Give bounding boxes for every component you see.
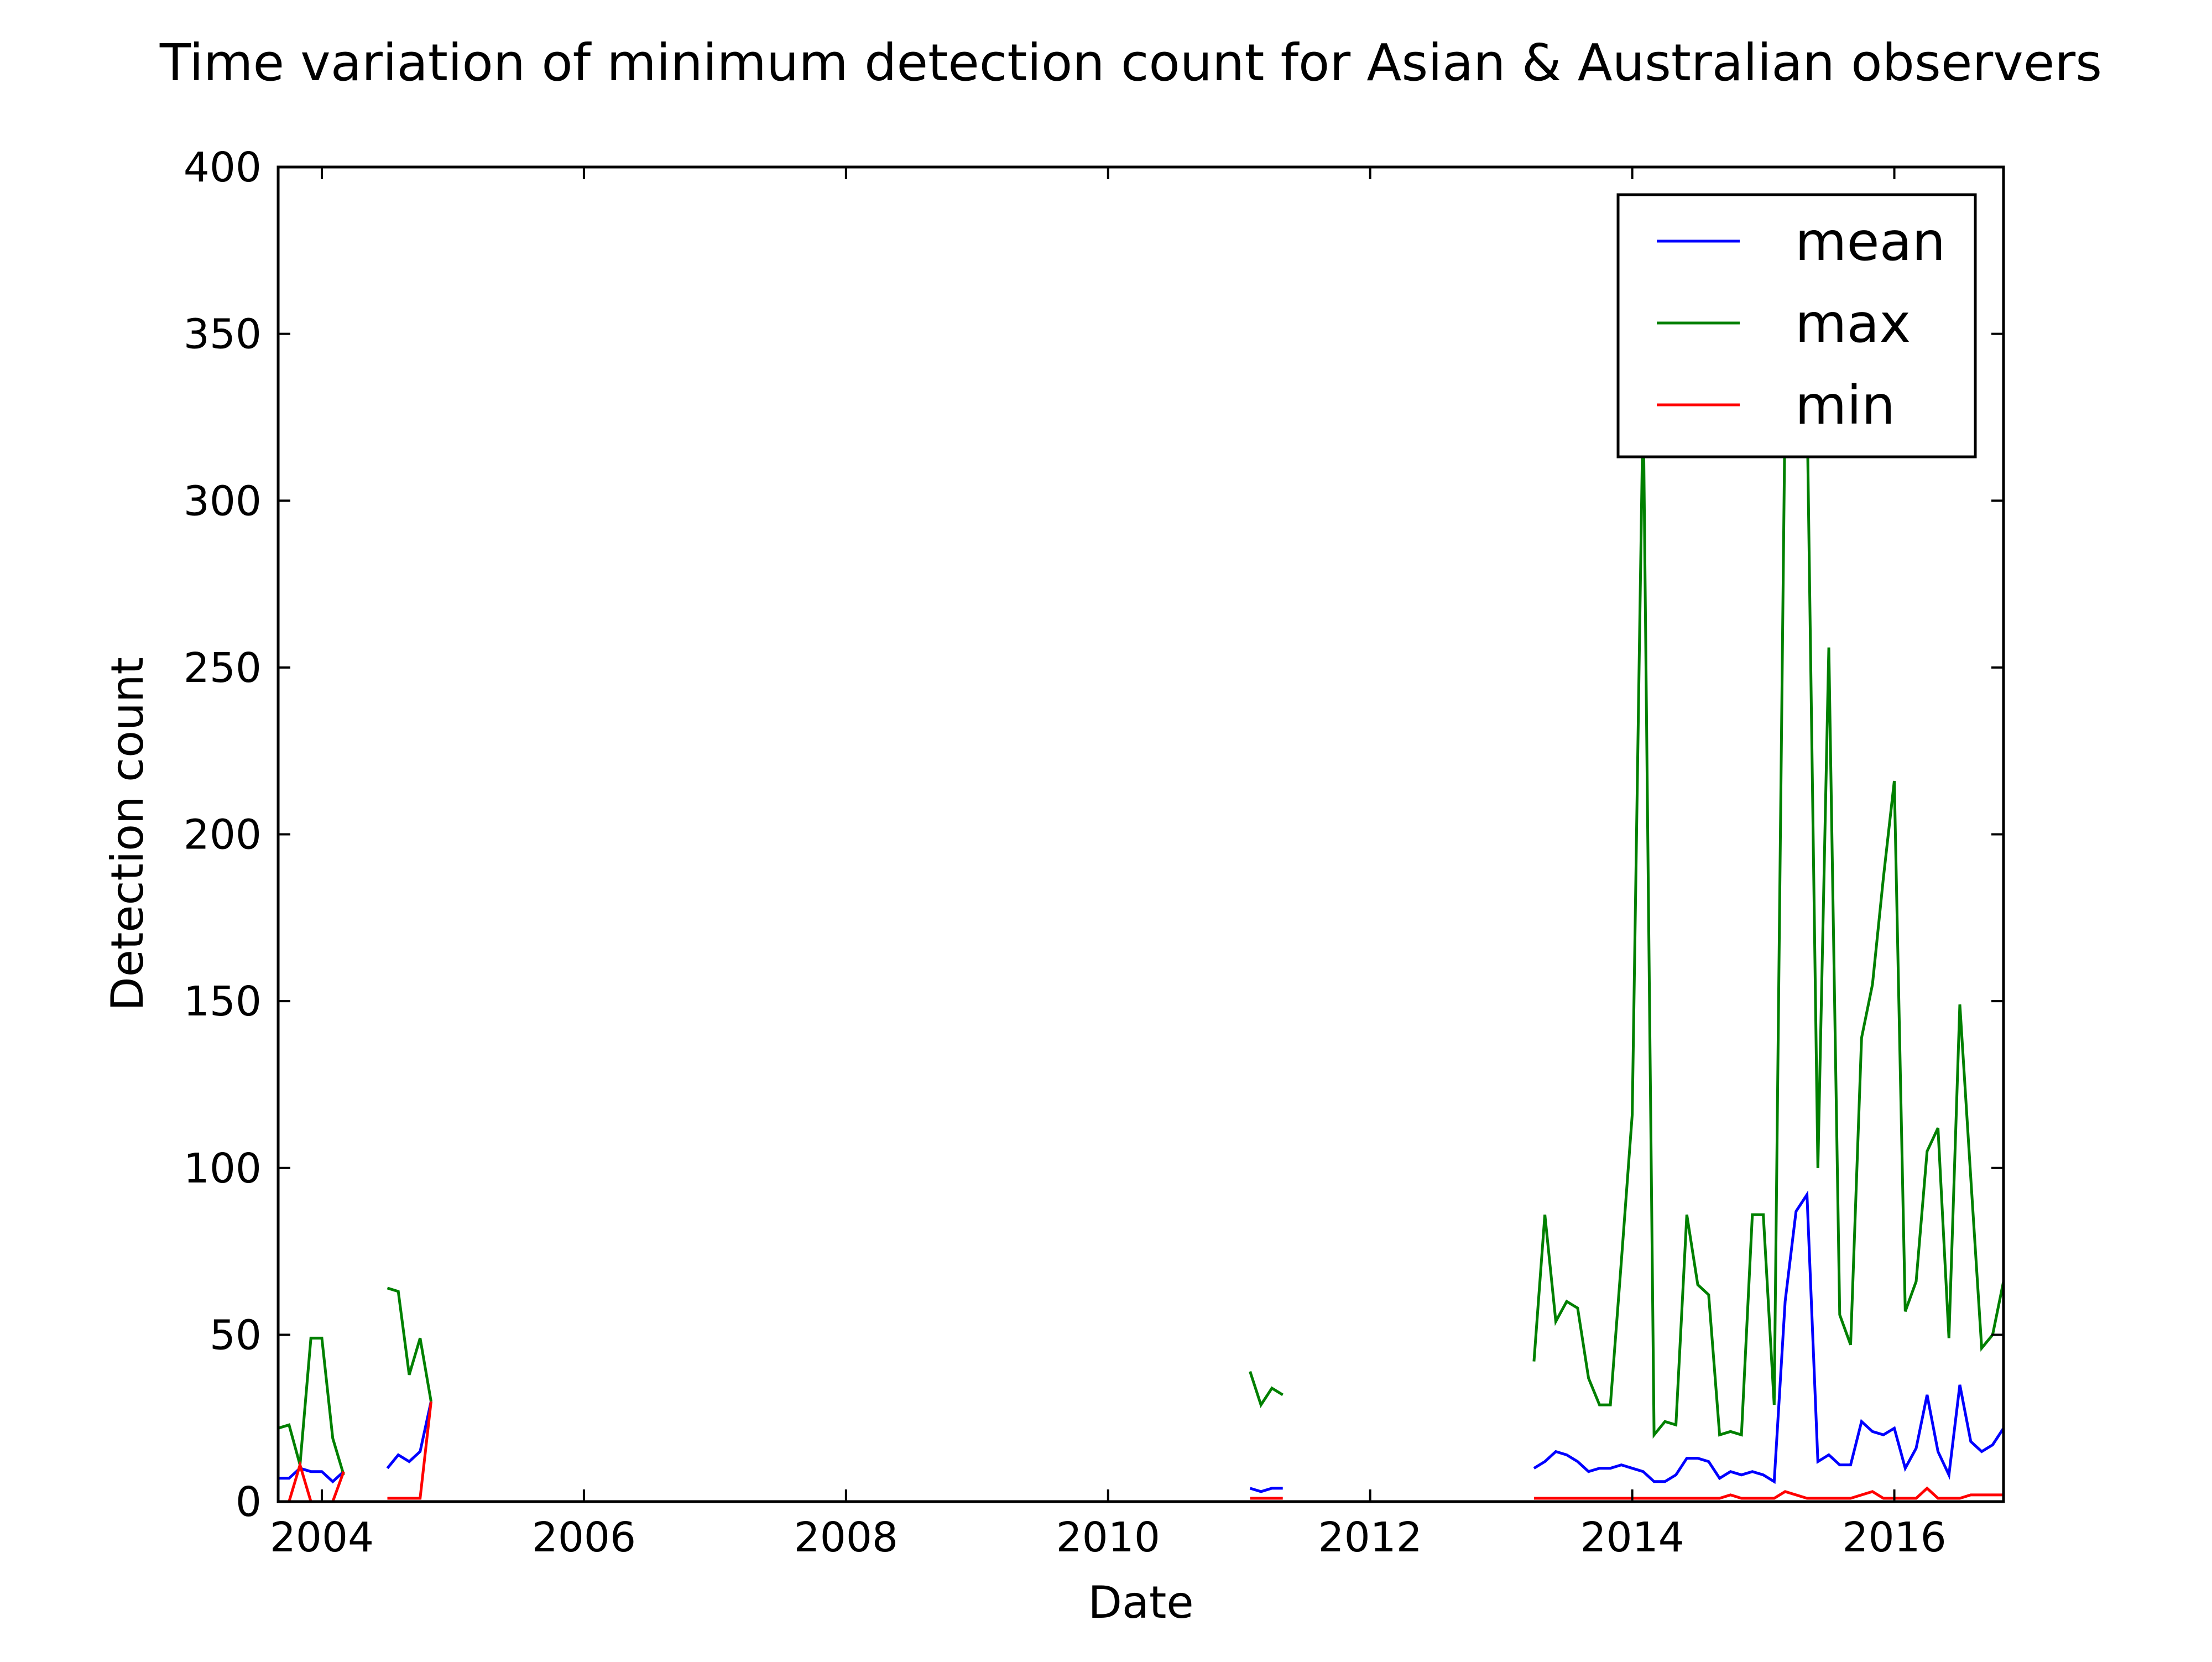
series-line-mean xyxy=(1249,1487,1283,1493)
x-tick-label: 2004 xyxy=(270,1514,374,1561)
y-tick-label: 100 xyxy=(184,1145,262,1192)
x-tick-label: 2016 xyxy=(1842,1514,1946,1561)
y-tick-label: 0 xyxy=(236,1478,262,1526)
series-line-min xyxy=(387,1401,432,1500)
y-tick-label: 400 xyxy=(184,144,262,191)
series-line-mean xyxy=(386,1401,432,1470)
legend-label-min: min xyxy=(1795,374,1895,436)
legend-label-mean: mean xyxy=(1795,211,1945,273)
x-tick-label: 2012 xyxy=(1318,1514,1422,1561)
y-tick-label: 200 xyxy=(184,811,262,859)
x-tick-label: 2014 xyxy=(1580,1514,1684,1561)
y-tick-label: 350 xyxy=(184,311,262,358)
series-line-max xyxy=(278,1336,345,1476)
y-tick-label: 150 xyxy=(184,978,262,1025)
legend-box xyxy=(1616,193,1977,459)
series-line-max xyxy=(1532,399,2004,1439)
series-line-max xyxy=(1249,1371,1284,1408)
x-tick-label: 2008 xyxy=(794,1514,898,1561)
x-tick-label: 2006 xyxy=(532,1514,636,1561)
series-line-mean xyxy=(1533,1190,2004,1484)
y-axis-label: Detection count xyxy=(102,657,153,1011)
series-layer xyxy=(278,399,2004,1502)
legend: mean max min xyxy=(1616,193,1977,459)
x-axis-label: Date xyxy=(1088,1577,1193,1628)
x-tick-label: 2010 xyxy=(1056,1514,1160,1561)
y-tick-label: 50 xyxy=(210,1311,262,1359)
series-line-mean xyxy=(278,1466,345,1484)
y-tick-label: 250 xyxy=(184,644,262,692)
series-line-max xyxy=(387,1286,432,1402)
ticks-layer: 2004 2006 2008 2010 2012 2014 2016 0 50 100 150 200… xyxy=(184,144,2004,1561)
legend-label-max: max xyxy=(1795,293,1911,355)
series-line-min xyxy=(1533,1486,2004,1500)
y-tick-label: 300 xyxy=(184,477,262,525)
chart-title: Time variation of minimum detection coun… xyxy=(159,33,2102,92)
